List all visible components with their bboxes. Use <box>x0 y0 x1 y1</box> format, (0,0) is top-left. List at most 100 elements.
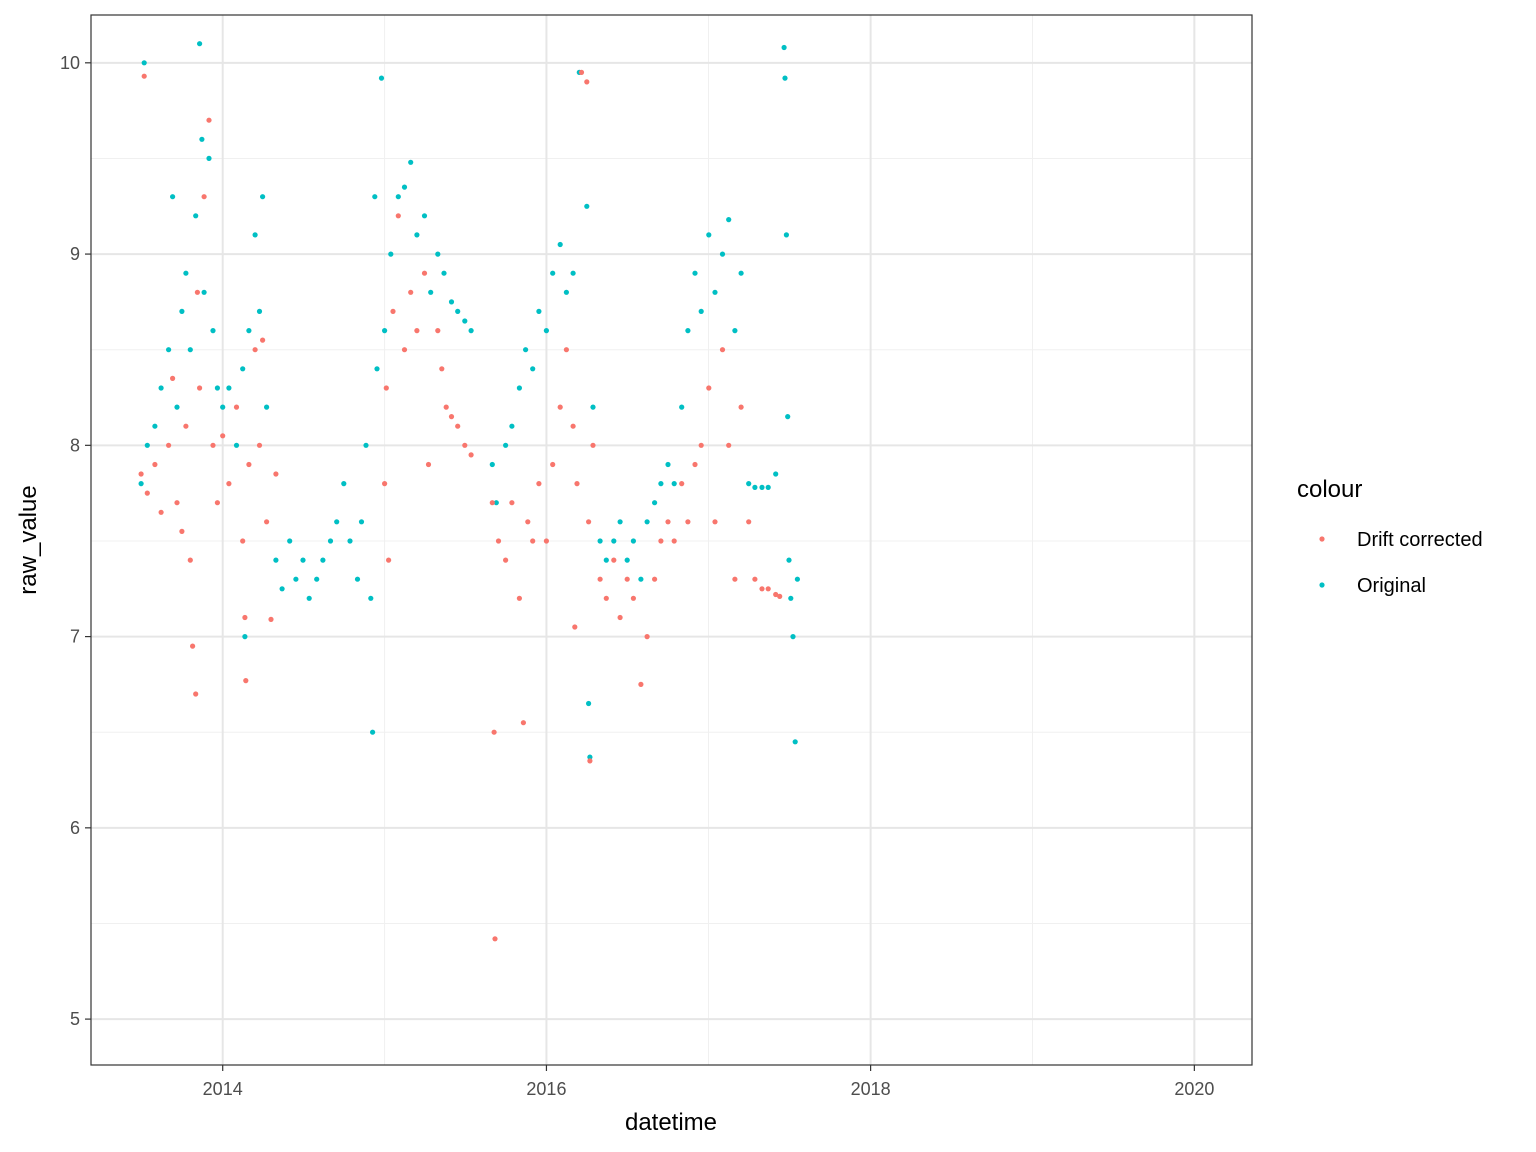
point-original-51 <box>401 184 408 190</box>
point-original-107 <box>781 44 787 51</box>
point-drift-corrected-17 <box>210 442 216 448</box>
point-original-76 <box>584 203 590 209</box>
point-original-105 <box>765 484 771 490</box>
point-drift-corrected-58 <box>530 538 536 544</box>
point-drift-corrected-68 <box>584 79 590 85</box>
point-drift-corrected-37 <box>401 347 408 353</box>
point-original-7 <box>174 404 180 410</box>
point-drift-corrected-57 <box>525 519 531 525</box>
point-drift-corrected-22 <box>240 538 246 544</box>
point-original-10 <box>187 347 193 353</box>
point-original-56 <box>435 251 441 257</box>
point-original-19 <box>226 385 232 391</box>
legend-key-original <box>1319 582 1325 588</box>
point-original-55 <box>428 289 434 295</box>
point-drift-corrected-24 <box>243 678 249 684</box>
point-original-38 <box>341 481 347 487</box>
point-drift-corrected-38 <box>408 289 414 295</box>
point-original-31 <box>293 576 299 582</box>
point-original-40 <box>354 576 361 582</box>
point-original-34 <box>314 576 320 582</box>
point-drift-corrected-28 <box>260 337 266 343</box>
point-drift-corrected-79 <box>644 634 650 640</box>
point-original-106 <box>773 471 779 477</box>
point-original-68 <box>530 366 536 372</box>
x-axis: 2014 2016 2018 2020 <box>203 1065 1214 1099</box>
point-original-41 <box>358 519 365 525</box>
point-drift-corrected-75 <box>617 614 623 621</box>
points-layer <box>138 41 801 942</box>
point-drift-corrected-92 <box>732 576 738 582</box>
point-drift-corrected-6 <box>170 375 176 381</box>
point-original-84 <box>624 557 630 563</box>
point-original-89 <box>658 481 664 487</box>
plot-background <box>91 15 1252 1065</box>
point-original-15 <box>206 155 212 161</box>
series-drift-corrected <box>138 69 783 942</box>
point-drift-corrected-87 <box>698 442 704 448</box>
point-original-1 <box>141 60 147 66</box>
point-drift-corrected-2 <box>144 490 150 496</box>
point-original-42 <box>363 442 369 448</box>
point-original-27 <box>264 404 270 410</box>
point-original-47 <box>378 75 385 81</box>
point-drift-corrected-77 <box>630 595 637 601</box>
point-drift-corrected-72 <box>597 576 603 582</box>
point-drift-corrected-60 <box>543 538 550 544</box>
point-drift-corrected-0 <box>138 471 144 477</box>
point-drift-corrected-83 <box>671 538 677 544</box>
point-drift-corrected-50 <box>491 729 497 735</box>
point-drift-corrected-4 <box>158 509 164 515</box>
point-drift-corrected-21 <box>233 404 240 410</box>
point-drift-corrected-73 <box>603 595 609 601</box>
grid-major <box>91 15 1252 1065</box>
point-drift-corrected-30 <box>268 616 274 623</box>
point-original-33 <box>306 595 312 601</box>
point-drift-corrected-3 <box>152 461 158 468</box>
point-original-46 <box>374 366 380 372</box>
point-drift-corrected-26 <box>252 347 258 353</box>
point-drift-corrected-12 <box>193 691 199 697</box>
point-original-22 <box>242 634 248 640</box>
point-original-4 <box>158 385 164 391</box>
point-drift-corrected-81 <box>658 538 664 544</box>
point-drift-corrected-98 <box>773 591 779 598</box>
point-original-20 <box>233 442 240 448</box>
legend-title: colour <box>1297 476 1362 503</box>
y-tick-label-4: 9 <box>70 244 80 264</box>
point-drift-corrected-47 <box>462 442 468 448</box>
point-drift-corrected-54 <box>509 500 515 506</box>
point-original-60 <box>462 318 468 324</box>
point-original-25 <box>256 308 263 314</box>
point-drift-corrected-8 <box>179 528 185 535</box>
y-axis-title: raw_value <box>15 485 42 594</box>
point-drift-corrected-19 <box>220 433 226 439</box>
point-original-36 <box>327 538 334 544</box>
point-original-0 <box>138 481 144 487</box>
legend: colour Drift corrected Original <box>1297 476 1483 597</box>
point-drift-corrected-55 <box>516 595 523 601</box>
point-original-85 <box>630 538 637 544</box>
point-drift-corrected-85 <box>685 519 691 525</box>
point-drift-corrected-93 <box>738 404 744 410</box>
point-original-66 <box>516 385 523 391</box>
point-original-93 <box>685 328 691 334</box>
point-drift-corrected-78 <box>638 681 644 688</box>
point-drift-corrected-39 <box>414 328 420 334</box>
point-original-101 <box>738 270 744 276</box>
point-original-110 <box>785 414 791 420</box>
legend-label-drift-corrected: Drift corrected <box>1357 529 1483 551</box>
point-original-52 <box>408 159 414 165</box>
point-original-53 <box>414 232 420 238</box>
point-original-14 <box>201 289 207 295</box>
point-original-114 <box>792 739 798 745</box>
point-original-83 <box>617 519 623 525</box>
point-original-94 <box>692 270 698 276</box>
point-drift-corrected-23 <box>242 614 248 621</box>
point-drift-corrected-88 <box>706 385 712 391</box>
point-drift-corrected-89 <box>712 519 718 525</box>
point-original-69 <box>536 308 542 314</box>
point-original-39 <box>347 538 353 544</box>
point-original-97 <box>712 289 718 295</box>
